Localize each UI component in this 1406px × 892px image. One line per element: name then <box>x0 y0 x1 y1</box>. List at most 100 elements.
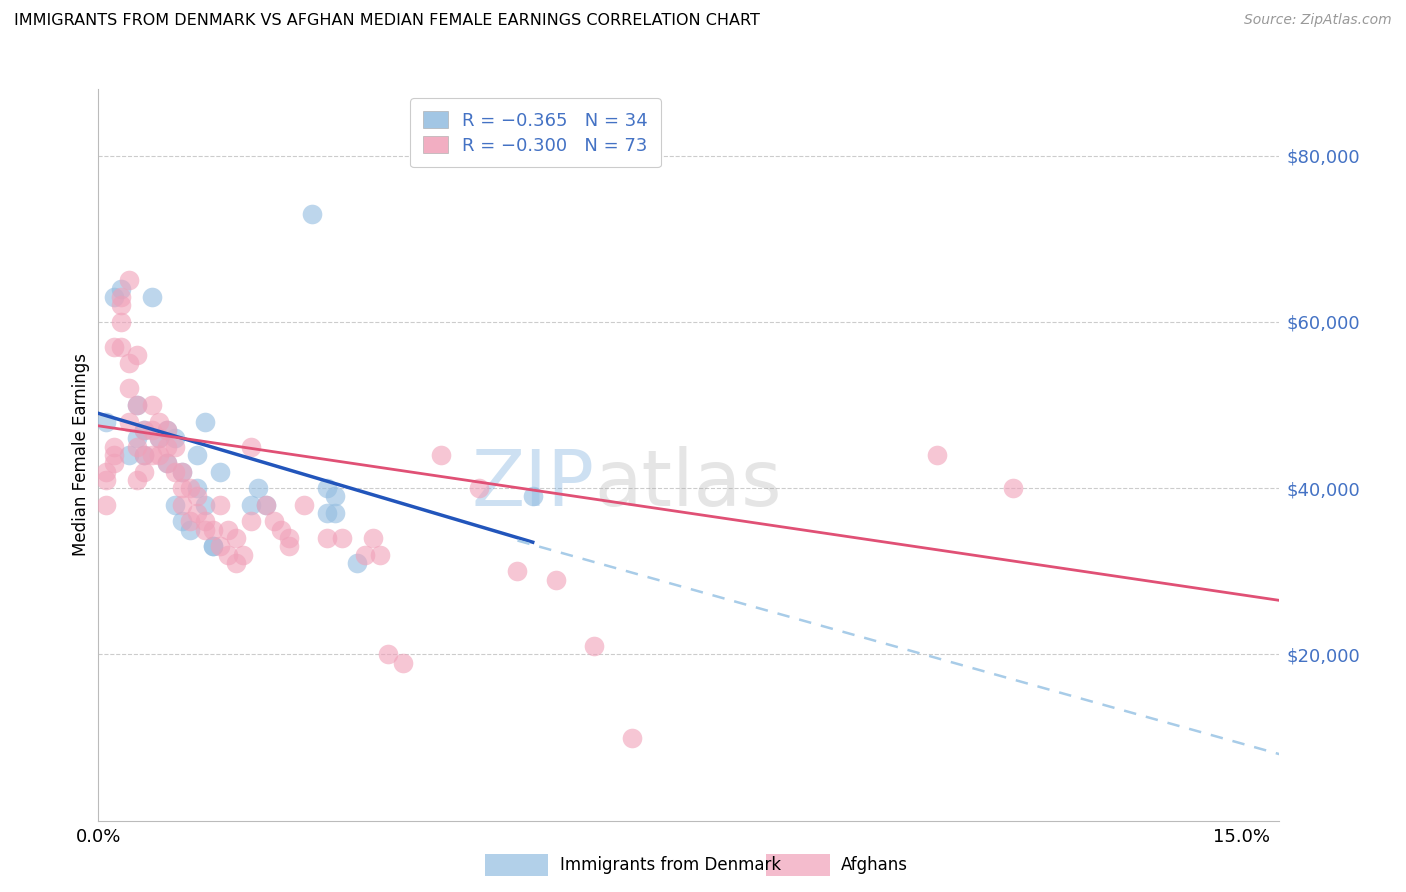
Point <box>620 731 643 745</box>
Point <box>544 573 567 587</box>
Point <box>194 415 217 429</box>
Legend: R = −0.365   N = 34, R = −0.300   N = 73: R = −0.365 N = 34, R = −0.300 N = 73 <box>411 98 661 168</box>
Point <box>361 531 384 545</box>
Point <box>247 481 270 495</box>
Point <box>110 282 132 296</box>
Point <box>346 556 368 570</box>
Point <box>354 548 377 562</box>
Point <box>172 465 194 479</box>
Point <box>141 290 163 304</box>
Point <box>163 440 186 454</box>
Point <box>110 340 132 354</box>
Point <box>156 423 179 437</box>
Text: ZIP: ZIP <box>471 446 595 522</box>
Point <box>330 531 353 545</box>
Point <box>94 465 117 479</box>
Point <box>430 448 453 462</box>
Point <box>225 556 247 570</box>
Point <box>186 490 208 504</box>
Point <box>125 398 148 412</box>
Point <box>156 456 179 470</box>
Point <box>148 431 170 445</box>
Point <box>141 423 163 437</box>
Text: IMMIGRANTS FROM DENMARK VS AFGHAN MEDIAN FEMALE EARNINGS CORRELATION CHART: IMMIGRANTS FROM DENMARK VS AFGHAN MEDIAN… <box>14 13 759 29</box>
Point <box>103 290 125 304</box>
Text: Source: ZipAtlas.com: Source: ZipAtlas.com <box>1244 13 1392 28</box>
Point <box>141 398 163 412</box>
Point <box>239 515 262 529</box>
Point <box>125 398 148 412</box>
Point <box>125 473 148 487</box>
Point <box>316 531 339 545</box>
Point <box>239 440 262 454</box>
Point <box>186 506 208 520</box>
Point <box>201 539 224 553</box>
Point <box>468 481 491 495</box>
Point <box>301 207 323 221</box>
Point <box>103 456 125 470</box>
Point <box>370 548 392 562</box>
Point <box>209 498 232 512</box>
Point <box>522 490 544 504</box>
Point <box>94 415 117 429</box>
Point <box>316 481 339 495</box>
Point <box>179 523 201 537</box>
Point <box>925 448 948 462</box>
Point <box>225 531 247 545</box>
Point <box>141 448 163 462</box>
Point <box>179 515 201 529</box>
Point <box>163 431 186 445</box>
Point <box>270 523 292 537</box>
Point <box>103 448 125 462</box>
Point <box>125 348 148 362</box>
Point <box>103 440 125 454</box>
Point <box>163 465 186 479</box>
Point <box>239 498 262 512</box>
Point <box>110 315 132 329</box>
Point <box>194 498 217 512</box>
Point <box>277 539 299 553</box>
Point <box>292 498 315 512</box>
Point <box>163 498 186 512</box>
Point <box>201 539 224 553</box>
Point <box>194 515 217 529</box>
Point <box>103 340 125 354</box>
Point <box>156 423 179 437</box>
Text: Immigrants from Denmark: Immigrants from Denmark <box>560 855 780 874</box>
Point <box>118 448 141 462</box>
Point <box>134 448 156 462</box>
Point <box>134 465 156 479</box>
Point <box>217 548 239 562</box>
Point <box>172 465 194 479</box>
Point <box>125 431 148 445</box>
Point <box>209 465 232 479</box>
Point <box>217 523 239 537</box>
Point <box>172 481 194 495</box>
Point <box>110 290 132 304</box>
Point <box>172 515 194 529</box>
Point <box>582 639 605 653</box>
Point <box>134 423 156 437</box>
Point <box>148 431 170 445</box>
Point <box>118 381 141 395</box>
Point <box>506 564 529 578</box>
Point <box>94 473 117 487</box>
Point <box>392 656 415 670</box>
Point <box>94 498 117 512</box>
Point <box>277 531 299 545</box>
Point <box>134 448 156 462</box>
Point <box>254 498 277 512</box>
Point <box>125 440 148 454</box>
Point <box>1001 481 1024 495</box>
Point <box>323 506 346 520</box>
Point <box>201 523 224 537</box>
Text: atlas: atlas <box>595 446 782 522</box>
Point <box>118 273 141 287</box>
Point <box>156 440 179 454</box>
Point <box>186 481 208 495</box>
Point <box>209 539 232 553</box>
Text: Afghans: Afghans <box>841 855 908 874</box>
Point <box>263 515 285 529</box>
Point <box>232 548 254 562</box>
Point <box>148 415 170 429</box>
